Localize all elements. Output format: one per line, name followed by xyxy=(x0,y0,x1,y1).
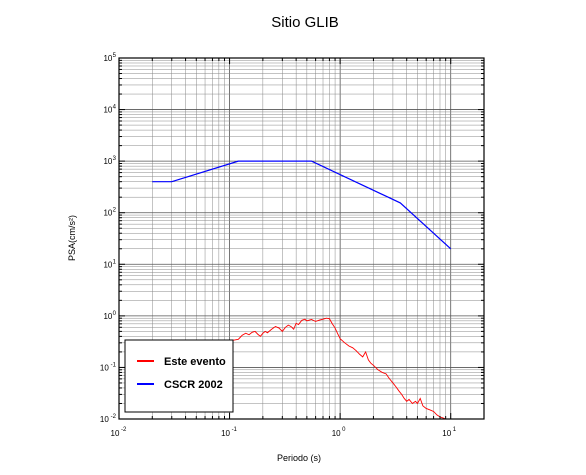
legend-box xyxy=(124,339,234,413)
x-tick-label: 10 xyxy=(221,429,230,438)
x-tick-label-exponent: 0 xyxy=(342,427,346,433)
tick-marks xyxy=(118,57,485,420)
series-line-cscr-2002 xyxy=(152,160,452,250)
x-tick-label: 10 xyxy=(111,429,120,438)
y-tick-label: 10 xyxy=(100,363,109,372)
plot-frame xyxy=(118,57,485,420)
x-axis-label: Periodo (s) xyxy=(277,453,321,463)
x-tick-label: 10 xyxy=(332,429,341,438)
series-line-este-evento xyxy=(152,317,451,420)
y-tick-label-exponent: -1 xyxy=(111,362,117,368)
x-tick-label: 10 xyxy=(442,429,451,438)
y-tick-label: 10 xyxy=(103,157,112,166)
y-tick-label-exponent: 1 xyxy=(113,259,117,265)
y-tick-label: 10 xyxy=(100,415,109,424)
legend: Este evento CSCR 2002 xyxy=(124,339,234,413)
x-tick-label-exponent: -1 xyxy=(232,427,238,433)
y-tick-label-exponent: 0 xyxy=(113,311,117,317)
y-tick-label: 10 xyxy=(103,106,112,115)
y-tick-label-exponent: 4 xyxy=(113,105,117,111)
x-tick-label-exponent: -2 xyxy=(121,427,127,433)
legend-label-cscr-2002: CSCR 2002 xyxy=(164,379,223,391)
legend-label-este-evento: Este evento xyxy=(164,356,226,368)
y-tick-label-exponent: 2 xyxy=(113,208,117,214)
y-tick-label: 10 xyxy=(103,312,112,321)
y-tick-label-exponent: 5 xyxy=(113,53,117,59)
x-tick-label-exponent: 1 xyxy=(453,427,457,433)
y-tick-label: 10 xyxy=(103,54,112,63)
chart-title: Sitio GLIB xyxy=(271,14,339,31)
y-axis-label: PSA(cm/s²) xyxy=(67,215,77,261)
series-group xyxy=(152,160,452,420)
y-tick-label-exponent: 3 xyxy=(113,156,117,162)
y-tick-label: 10 xyxy=(103,209,112,218)
y-tick-label: 10 xyxy=(103,260,112,269)
y-tick-label-exponent: -2 xyxy=(111,414,117,420)
